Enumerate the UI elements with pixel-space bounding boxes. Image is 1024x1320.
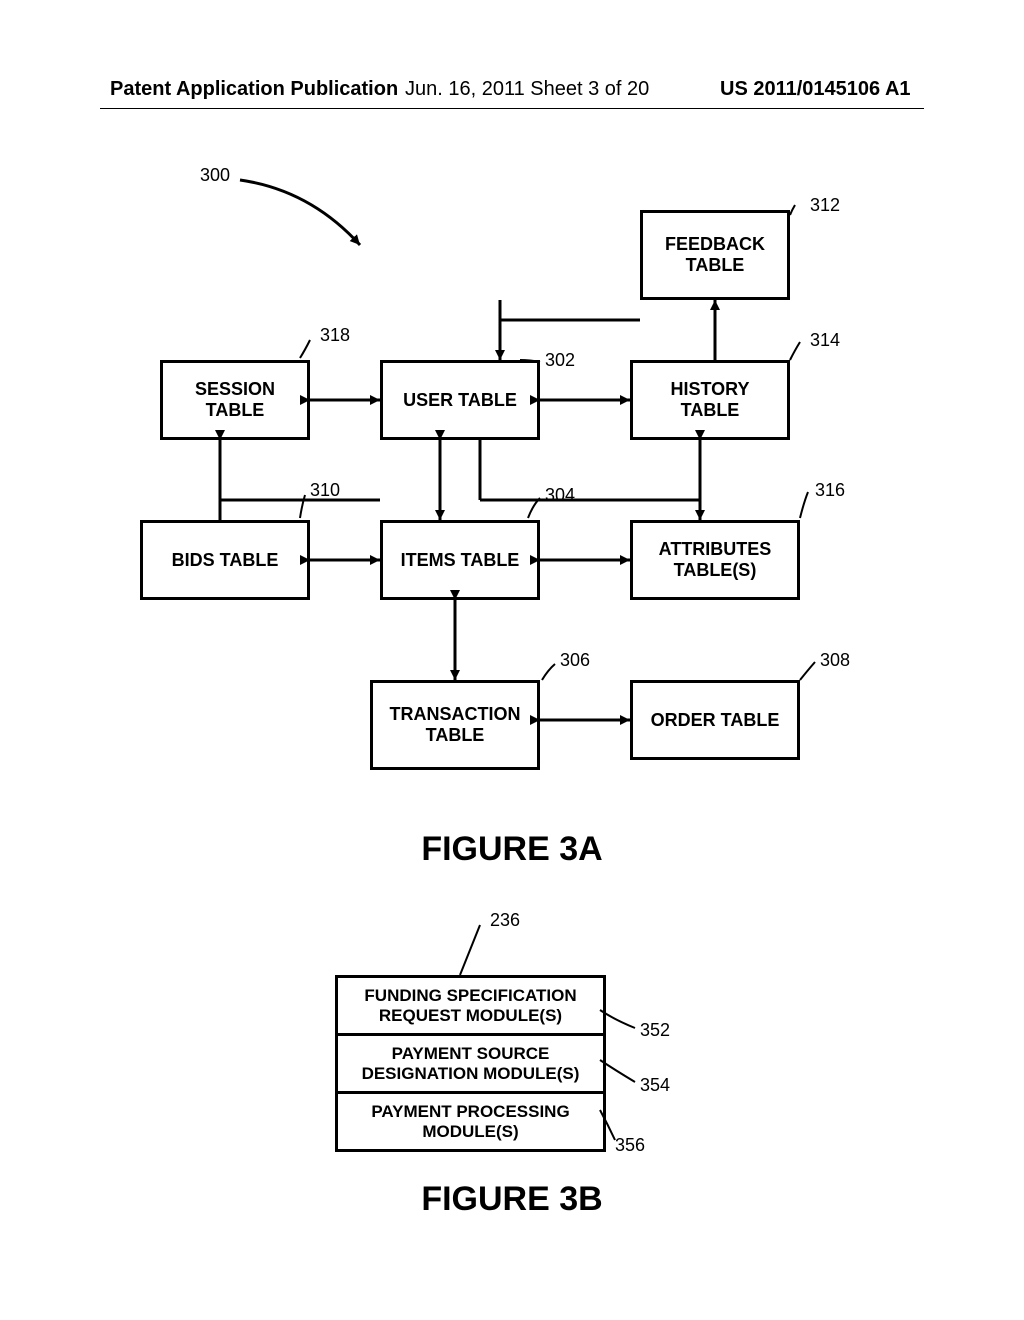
box-session: SESSIONTABLE xyxy=(160,360,310,440)
box-user: USER TABLE xyxy=(380,360,540,440)
box-order: ORDER TABLE xyxy=(630,680,800,760)
header-rule xyxy=(100,108,924,109)
refnum-356: 356 xyxy=(615,1135,645,1156)
fig3b-stack: FUNDING SPECIFICATIONREQUEST MODULE(S) P… xyxy=(335,975,606,1152)
box-bids: BIDS TABLE xyxy=(140,520,310,600)
refnum-302: 302 xyxy=(545,350,575,371)
page: Patent Application Publication Jun. 16, … xyxy=(0,0,1024,1320)
refnum-308: 308 xyxy=(820,650,850,671)
refnum-318: 318 xyxy=(320,325,350,346)
refnum-310: 310 xyxy=(310,480,340,501)
box-feedback: FEEDBACKTABLE xyxy=(640,210,790,300)
refnum-314: 314 xyxy=(810,330,840,351)
refnum-354: 354 xyxy=(640,1075,670,1096)
header-left: Patent Application Publication xyxy=(110,78,398,101)
box-transaction: TRANSACTIONTABLE xyxy=(370,680,540,770)
refnum-300: 300 xyxy=(200,165,230,186)
header-right: US 2011/0145106 A1 xyxy=(720,78,911,101)
fig3b-caption: FIGURE 3B xyxy=(0,1180,1024,1219)
refnum-306: 306 xyxy=(560,650,590,671)
refnum-352: 352 xyxy=(640,1020,670,1041)
refnum-316: 316 xyxy=(815,480,845,501)
refnum-312: 312 xyxy=(810,195,840,216)
fig3b-row-2: PAYMENT PROCESSINGMODULE(S) xyxy=(338,1094,603,1149)
box-attributes: ATTRIBUTESTABLE(S) xyxy=(630,520,800,600)
box-history: HISTORYTABLE xyxy=(630,360,790,440)
fig3a-caption: FIGURE 3A xyxy=(0,830,1024,869)
refnum-304: 304 xyxy=(545,485,575,506)
header-center: Jun. 16, 2011 Sheet 3 of 20 xyxy=(405,78,649,101)
box-items: ITEMS TABLE xyxy=(380,520,540,600)
fig3b-row-1: PAYMENT SOURCEDESIGNATION MODULE(S) xyxy=(338,1036,603,1094)
fig3b-row-0: FUNDING SPECIFICATIONREQUEST MODULE(S) xyxy=(338,978,603,1036)
refnum-236: 236 xyxy=(490,910,520,931)
